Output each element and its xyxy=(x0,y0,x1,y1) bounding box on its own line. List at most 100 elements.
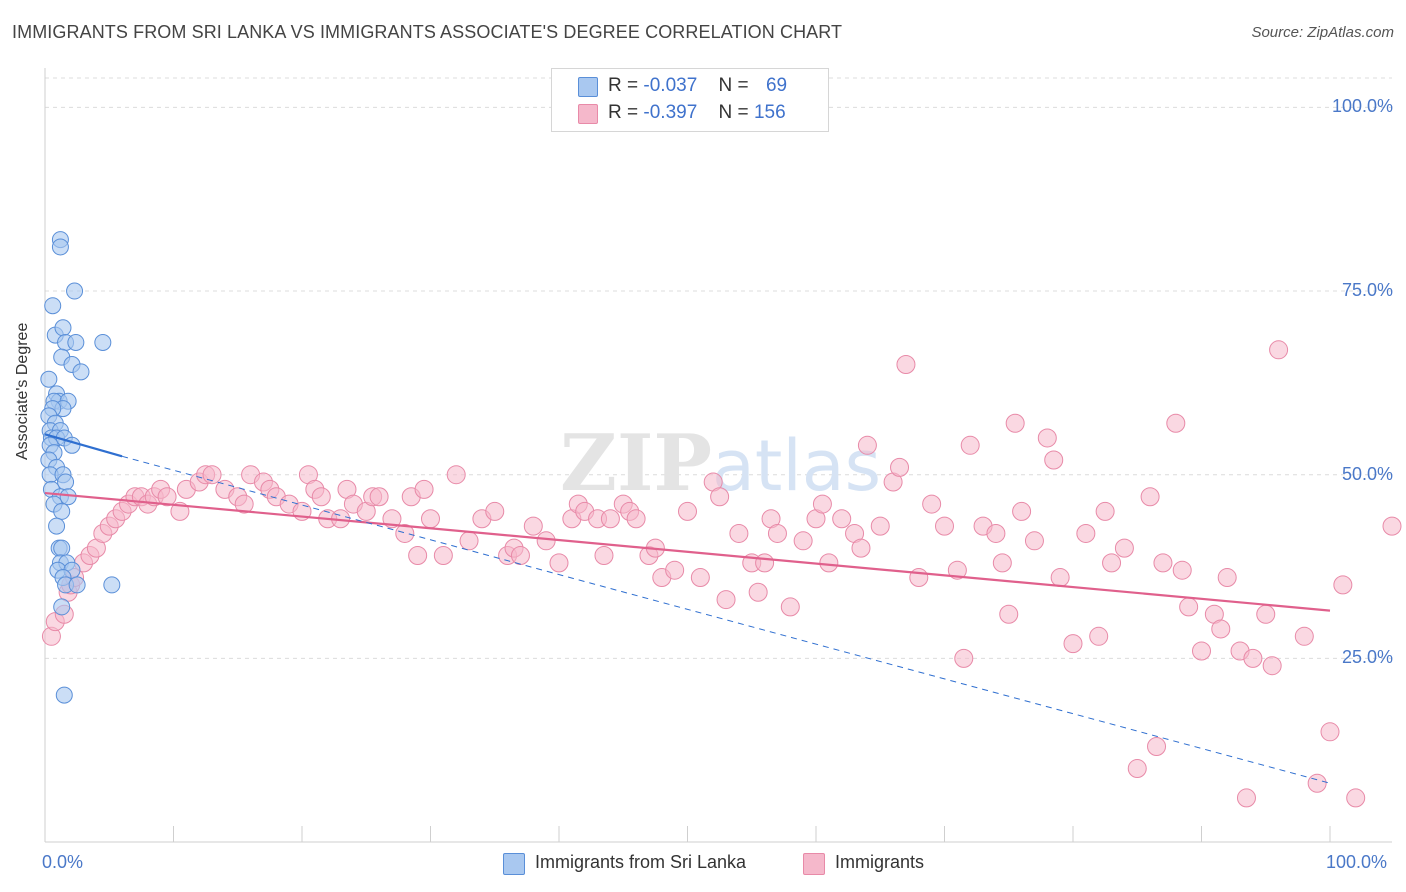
immigrants-point xyxy=(1217,568,1237,588)
immigrants-point xyxy=(170,501,190,521)
immigrants-point xyxy=(1333,575,1353,595)
y-tick-label: 100.0% xyxy=(1331,96,1393,117)
immigrants-point xyxy=(523,516,543,536)
immigrants-point xyxy=(433,546,453,565)
immigrants-points xyxy=(41,340,1402,808)
legend-r-value: -0.037 xyxy=(643,75,698,96)
immigrants-point xyxy=(748,582,768,602)
sri-lanka-point xyxy=(44,297,62,315)
immigrants-point xyxy=(1050,568,1070,588)
immigrants-point xyxy=(935,516,954,536)
sri-lanka-point xyxy=(68,576,86,594)
immigrants-point xyxy=(1147,737,1167,756)
immigrants-point xyxy=(549,553,569,573)
immigrants-point xyxy=(446,465,466,485)
immigrants-point xyxy=(626,509,646,529)
trend-lines xyxy=(44,433,1331,784)
legend-row-immigrants: R = -0.397 N = 156 xyxy=(552,102,828,126)
legend-n-label: N = xyxy=(718,75,749,96)
immigrants-point xyxy=(1294,626,1314,646)
immigrants-point xyxy=(1320,722,1340,742)
immigrants-point xyxy=(1127,759,1147,779)
immigrants-point xyxy=(767,523,787,543)
immigrants-point xyxy=(992,553,1012,573)
immigrants-point xyxy=(780,597,800,617)
immigrants-point xyxy=(459,531,479,551)
immigrants-point xyxy=(408,546,428,565)
immigrants-point xyxy=(896,355,916,374)
immigrants-point xyxy=(870,516,890,536)
bottom-legend-label: Immigrants xyxy=(835,852,925,872)
legend-n-value: 69 xyxy=(765,75,788,96)
immigrants-point xyxy=(234,494,254,514)
bottom-legend-swatch-blue xyxy=(503,853,525,875)
legend-n-label: N = xyxy=(718,102,749,123)
immigrants-point xyxy=(1076,523,1096,543)
legend-swatch-pink xyxy=(578,104,598,124)
immigrants-point xyxy=(414,479,434,499)
sri-lanka-point xyxy=(67,333,85,351)
sri-lanka-point xyxy=(51,238,69,256)
immigrants-point xyxy=(755,553,775,573)
immigrants-point xyxy=(986,523,1006,543)
immigrants-point xyxy=(1153,553,1173,573)
sri-lanka-point xyxy=(72,363,90,381)
sri-lanka-point xyxy=(66,282,84,300)
immigrants-point xyxy=(1005,413,1025,433)
immigrants-point xyxy=(819,553,839,573)
immigrants-point xyxy=(999,604,1019,624)
immigrants-point xyxy=(157,487,177,507)
immigrants-point xyxy=(1140,487,1160,507)
immigrants-point xyxy=(1262,656,1282,676)
bottom-legend-swatch-pink xyxy=(803,853,825,875)
immigrants-point xyxy=(729,523,749,543)
bottom-legend-label: Immigrants from Sri Lanka xyxy=(535,852,747,872)
immigrants-point xyxy=(1236,788,1256,808)
x-tick-min: 0.0% xyxy=(42,852,84,872)
immigrants-point xyxy=(960,435,980,455)
immigrants-point xyxy=(1346,788,1366,808)
legend-n-value: 156 xyxy=(753,102,786,123)
sri-lanka-point xyxy=(103,576,121,594)
immigrants-point xyxy=(594,546,614,565)
sri-lanka-point xyxy=(53,539,71,557)
immigrants-point xyxy=(812,494,832,514)
immigrants-point xyxy=(947,560,967,580)
immigrants-point xyxy=(1192,641,1211,661)
immigrants-point xyxy=(1102,553,1122,573)
immigrants-point xyxy=(485,501,505,521)
sri-lanka-trend-line xyxy=(44,433,123,458)
sri-lanka-points xyxy=(40,231,121,704)
immigrants-point xyxy=(1037,428,1057,448)
watermark-zip: ZIP xyxy=(560,418,712,509)
immigrants-point xyxy=(1382,516,1402,536)
immigrants-point xyxy=(678,501,697,521)
immigrants-point xyxy=(1166,413,1186,433)
immigrants-point xyxy=(954,648,974,668)
immigrants-point xyxy=(1089,626,1109,646)
immigrants-point xyxy=(1012,501,1032,521)
immigrants-point xyxy=(1063,634,1083,654)
immigrants-point xyxy=(1307,773,1327,793)
legend-row-sri-lanka: R = -0.037 N = 69 xyxy=(552,75,828,99)
immigrants-point xyxy=(1256,604,1276,624)
immigrants-point xyxy=(1114,538,1134,558)
immigrants-point xyxy=(1179,597,1199,617)
immigrants-point xyxy=(909,568,929,588)
sri-lanka-point xyxy=(40,370,58,388)
immigrants-point xyxy=(922,494,942,514)
correlation-legend: R = -0.037 N = 69 R = -0.397 N = 156 xyxy=(551,68,829,132)
immigrants-point xyxy=(369,487,389,507)
sri-lanka-point xyxy=(57,473,75,491)
legend-r-value: -0.397 xyxy=(643,102,698,123)
immigrants-point xyxy=(793,531,813,551)
sri-lanka-point xyxy=(54,319,72,337)
sri-lanka-point xyxy=(94,333,112,351)
sri-lanka-point xyxy=(55,686,73,704)
immigrants-point xyxy=(510,546,530,565)
immigrants-point xyxy=(1269,340,1289,360)
watermark-atlas: atlas xyxy=(712,425,881,507)
immigrants-point xyxy=(1243,648,1263,668)
immigrants-point xyxy=(311,487,331,507)
